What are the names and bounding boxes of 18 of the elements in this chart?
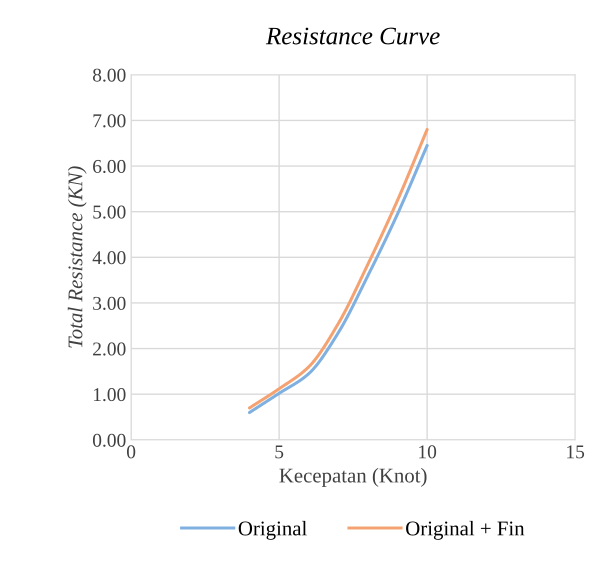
y-tick-label: 8.00 bbox=[92, 68, 126, 82]
y-axis-title: Total Resistance (KN) bbox=[68, 166, 87, 348]
y-tick-label: 1.00 bbox=[94, 388, 126, 402]
legend-label: Original + Fin bbox=[406, 520, 524, 540]
x-axis-title: Kecepatan (Knot) bbox=[279, 468, 427, 487]
y-tick-label: 6.00 bbox=[93, 160, 126, 174]
y-tick-label: 3.00 bbox=[93, 296, 126, 310]
y-tick-label: 5.00 bbox=[93, 205, 126, 219]
y-tick-label: 4.00 bbox=[92, 251, 126, 264]
x-tick-label: 0 bbox=[127, 445, 136, 458]
legend-label: Original bbox=[238, 520, 307, 540]
x-tick-label: 5 bbox=[275, 445, 284, 458]
chart-title: Resistance Curve bbox=[266, 28, 440, 44]
y-tick-label: 0.00 bbox=[92, 434, 126, 447]
x-tick-label: 10 bbox=[419, 445, 436, 458]
x-tick-label: 15 bbox=[567, 445, 584, 458]
y-tick-label: 2.00 bbox=[93, 342, 126, 356]
y-tick-label: 7.00 bbox=[94, 114, 126, 128]
